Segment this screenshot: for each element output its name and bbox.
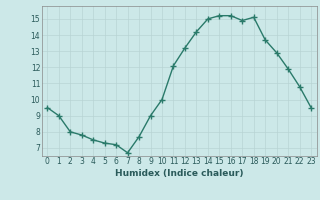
X-axis label: Humidex (Indice chaleur): Humidex (Indice chaleur) xyxy=(115,169,244,178)
